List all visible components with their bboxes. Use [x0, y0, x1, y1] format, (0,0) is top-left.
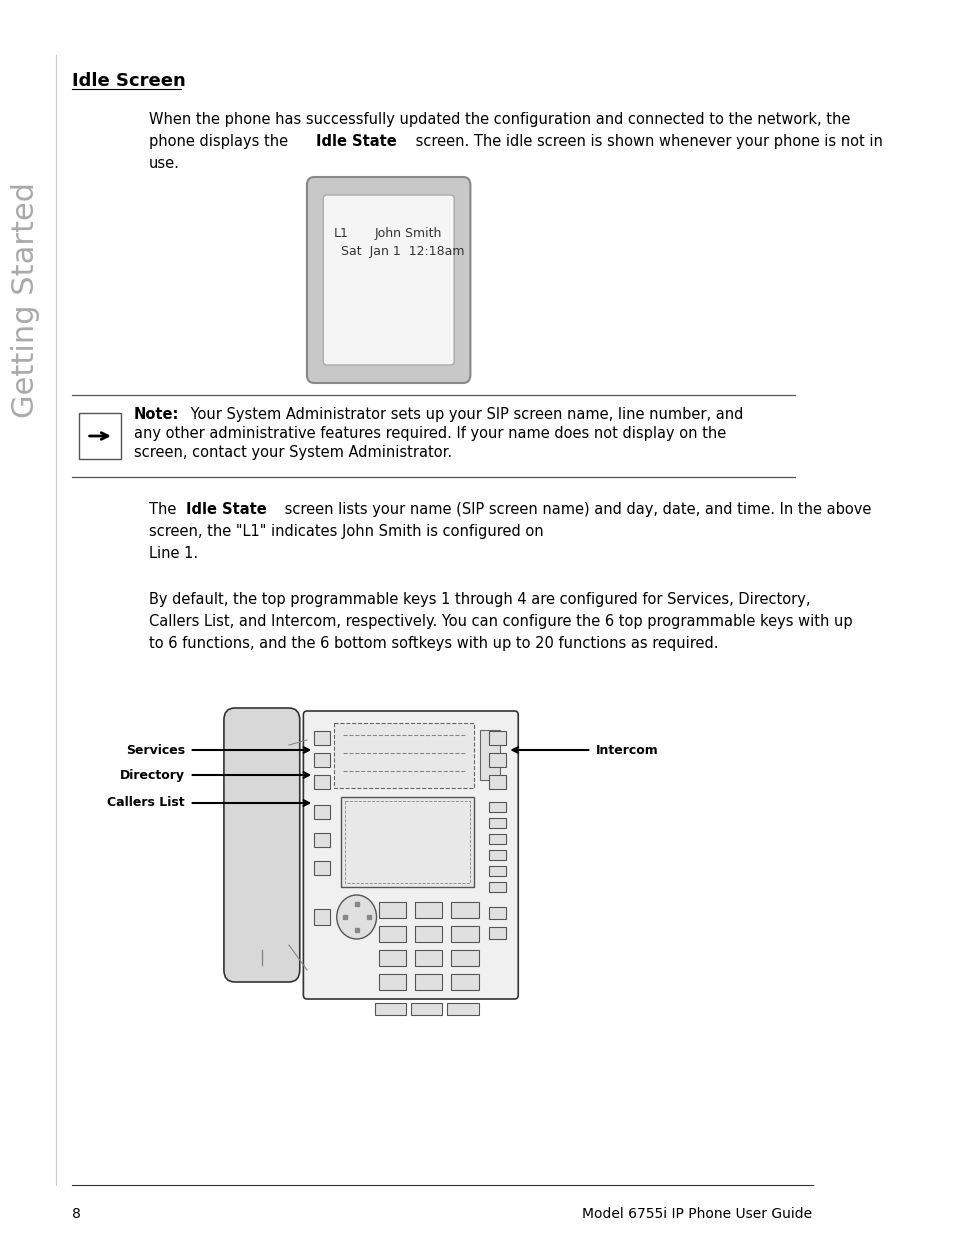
Bar — [489, 818, 505, 827]
Text: By default, the top programmable keys 1 through 4 are configured for Services, D: By default, the top programmable keys 1 … — [149, 592, 810, 606]
Bar — [489, 866, 505, 876]
Bar — [345, 802, 470, 883]
Circle shape — [336, 895, 376, 939]
Text: John Smith: John Smith — [375, 227, 442, 240]
Text: Idle State: Idle State — [316, 135, 396, 149]
Text: Directory: Directory — [120, 768, 185, 782]
Text: Model 6755i IP Phone User Guide: Model 6755i IP Phone User Guide — [582, 1207, 812, 1221]
Bar — [411, 1003, 442, 1015]
Bar — [341, 797, 474, 887]
Bar — [489, 776, 505, 789]
Bar — [489, 882, 505, 892]
Text: Getting Started: Getting Started — [10, 182, 40, 417]
Text: Callers List: Callers List — [108, 797, 185, 809]
Bar — [451, 950, 478, 966]
Bar — [489, 753, 505, 767]
Bar — [451, 974, 478, 990]
Text: any other administrative features required. If your name does not display on the: any other administrative features requir… — [133, 426, 725, 441]
Bar — [489, 850, 505, 860]
Text: screen, contact your System Administrator.: screen, contact your System Administrato… — [133, 445, 452, 459]
Bar — [378, 974, 406, 990]
Bar — [79, 412, 121, 459]
Bar — [489, 802, 505, 811]
Bar — [489, 927, 505, 939]
Text: The: The — [149, 501, 181, 517]
FancyBboxPatch shape — [323, 195, 454, 366]
FancyBboxPatch shape — [224, 708, 299, 982]
Bar — [451, 902, 478, 918]
Bar — [446, 1003, 478, 1015]
Bar — [314, 805, 330, 819]
Bar — [489, 906, 505, 919]
Text: Services: Services — [126, 743, 185, 757]
Text: Intercom: Intercom — [596, 743, 658, 757]
Text: screen. The idle screen is shown whenever your phone is not in: screen. The idle screen is shown wheneve… — [410, 135, 882, 149]
Text: When the phone has successfully updated the configuration and connected to the n: When the phone has successfully updated … — [149, 112, 849, 127]
Bar — [314, 753, 330, 767]
Text: Note:: Note: — [133, 408, 179, 422]
Bar — [378, 950, 406, 966]
Text: screen lists your name (SIP screen name) and day, date, and time. In the above: screen lists your name (SIP screen name)… — [280, 501, 871, 517]
Bar — [415, 902, 442, 918]
Bar — [314, 776, 330, 789]
Bar — [314, 731, 330, 745]
Text: to 6 functions, and the 6 bottom softkeys with up to 20 functions as required.: to 6 functions, and the 6 bottom softkey… — [149, 636, 718, 651]
Text: use.: use. — [149, 156, 180, 170]
Text: Sat  Jan 1  12:18am: Sat Jan 1 12:18am — [341, 245, 464, 258]
Text: Line 1.: Line 1. — [149, 546, 198, 561]
Bar — [415, 950, 442, 966]
Bar — [451, 926, 478, 942]
Text: Callers List, and Intercom, respectively. You can configure the 6 top programmab: Callers List, and Intercom, respectively… — [149, 614, 852, 629]
Text: phone displays the: phone displays the — [149, 135, 293, 149]
Bar — [479, 730, 499, 781]
FancyBboxPatch shape — [303, 711, 517, 999]
FancyBboxPatch shape — [307, 177, 470, 383]
Bar — [375, 1003, 406, 1015]
Text: Your System Administrator sets up your SIP screen name, line number, and: Your System Administrator sets up your S… — [186, 408, 743, 422]
Bar — [489, 834, 505, 844]
Text: screen, the "L1" indicates John Smith is configured on: screen, the "L1" indicates John Smith is… — [149, 524, 543, 538]
Bar — [415, 926, 442, 942]
Bar — [378, 926, 406, 942]
Bar — [314, 861, 330, 876]
Bar — [489, 731, 505, 745]
Bar — [334, 722, 474, 788]
Bar — [378, 902, 406, 918]
Bar — [415, 974, 442, 990]
Text: Idle State: Idle State — [186, 501, 267, 517]
Bar — [314, 832, 330, 847]
Text: L1: L1 — [334, 227, 349, 240]
Bar — [314, 909, 330, 925]
Text: 8: 8 — [72, 1207, 81, 1221]
Text: Idle Screen: Idle Screen — [72, 72, 186, 90]
